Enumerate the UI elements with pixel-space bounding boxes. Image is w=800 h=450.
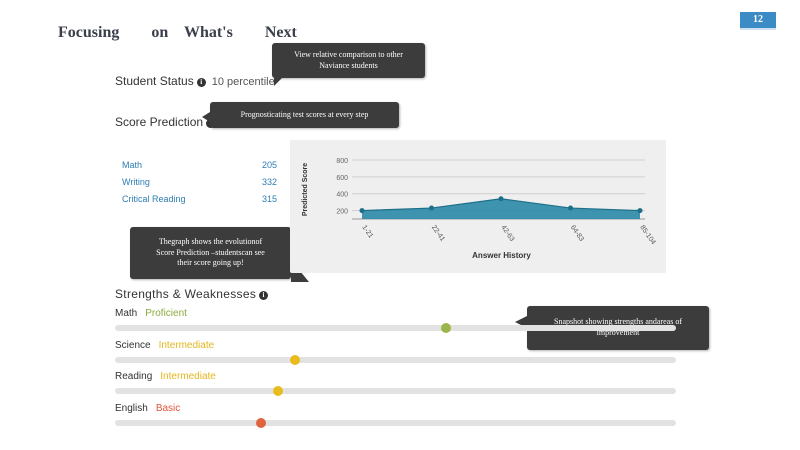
skill-subject: Science bbox=[115, 340, 151, 351]
skill-level: Intermediate bbox=[158, 340, 215, 351]
student-status-value: 10 percentile bbox=[211, 76, 275, 88]
subject-score: 315 bbox=[261, 194, 277, 204]
student-status: Student Status i 10 percentile bbox=[115, 74, 275, 88]
callout-graph-line: Thegraph shows the evolutionof bbox=[158, 236, 263, 246]
student-status-label: Student Status bbox=[115, 74, 194, 88]
strengths-weaknesses-label: Strengths & Weaknesses bbox=[115, 287, 257, 301]
subject-score: 332 bbox=[261, 177, 277, 187]
skill-subject: Math bbox=[115, 308, 138, 319]
callout-graph-line: their score going up! bbox=[177, 258, 244, 268]
skill-level-marker bbox=[440, 323, 451, 333]
x-tick-label: 42-63 bbox=[499, 224, 515, 243]
skill-level: Proficient bbox=[145, 308, 187, 319]
y-tick-label: 600 bbox=[336, 175, 348, 182]
callout-prognosticating: Prognosticating test scores at every ste… bbox=[210, 102, 399, 128]
x-tick-label: 64-83 bbox=[569, 224, 585, 243]
skill-level-marker bbox=[255, 418, 266, 428]
data-point bbox=[359, 208, 365, 214]
y-tick-label: 400 bbox=[336, 192, 348, 199]
callout-snapshot-line: improvement bbox=[596, 328, 640, 337]
data-point bbox=[498, 196, 504, 202]
skill-row-label: English Basic bbox=[115, 403, 180, 414]
callout-comparison-line: Naviance students bbox=[319, 60, 378, 70]
callout-graph: Thegraph shows the evolutionof Score Pre… bbox=[130, 227, 291, 279]
strengths-weaknesses-title: Strengths & Weaknesses i bbox=[115, 287, 269, 301]
score-prediction: Score Predictioni bbox=[115, 115, 216, 129]
subject-score: 205 bbox=[261, 160, 277, 170]
callout-comparison-line: View relative comparison to other bbox=[294, 49, 403, 59]
subject-score-list: Math 205 Writing 332 Critical Reading 31… bbox=[122, 157, 277, 208]
slide-title: Focusing on What's Next bbox=[58, 24, 297, 41]
subject-name: Critical Reading bbox=[122, 194, 186, 204]
callout-graph-line: Score Prediction –studentscan see bbox=[156, 247, 265, 257]
page-number: 12 bbox=[740, 12, 776, 28]
callout-tail bbox=[202, 112, 210, 122]
x-tick-label: 22-41 bbox=[430, 224, 446, 243]
callout-prognosticating-text: Prognosticating test scores at every ste… bbox=[240, 109, 369, 119]
y-tick-label: 200 bbox=[336, 209, 348, 216]
skill-level-marker bbox=[289, 355, 300, 365]
x-axis-label: Answer History bbox=[472, 251, 531, 260]
callout-snapshot-line: Snapshot showing strengths andareas of bbox=[554, 317, 682, 327]
skill-track bbox=[115, 386, 676, 396]
skill-track bbox=[115, 418, 676, 428]
y-axis-label: Predicted Score bbox=[302, 163, 309, 216]
x-tick-label: 85-104 bbox=[638, 224, 656, 246]
callout-tail bbox=[274, 78, 282, 86]
subject-name: Writing bbox=[122, 177, 150, 187]
skill-track bbox=[115, 355, 676, 365]
score-prediction-label: Score Prediction bbox=[115, 115, 204, 129]
callout-comparison: View relative comparison to other Navian… bbox=[272, 43, 425, 78]
y-tick-label: 800 bbox=[336, 158, 348, 165]
skill-row-label: Reading Intermediate bbox=[115, 371, 216, 382]
skill-row-label: Science Intermediate bbox=[115, 340, 214, 351]
list-item[interactable]: Writing 332 bbox=[122, 174, 277, 191]
subject-name: Math bbox=[122, 160, 143, 170]
skill-row-label: Math Proficient bbox=[115, 308, 187, 319]
x-tick-label: 1-21 bbox=[360, 224, 374, 240]
data-point bbox=[637, 208, 643, 214]
skill-subject: English bbox=[115, 403, 148, 414]
series-area bbox=[362, 198, 640, 219]
data-point bbox=[568, 205, 573, 211]
info-icon[interactable]: i bbox=[196, 78, 206, 87]
score-chart: 200 400 600 800 1-21 22-41 42-63 64-83 85-104 Pre… bbox=[302, 158, 657, 260]
data-point bbox=[429, 205, 434, 211]
info-icon[interactable]: i bbox=[259, 291, 269, 300]
score-chart-panel: 200 400 600 800 1-21 22-41 42-63 64-83 85-104 Pre… bbox=[290, 140, 666, 273]
skill-track bbox=[115, 323, 676, 333]
skill-level: Basic bbox=[155, 403, 181, 414]
list-item[interactable]: Critical Reading 315 bbox=[122, 191, 277, 208]
list-item[interactable]: Math 205 bbox=[122, 157, 277, 174]
skill-subject: Reading bbox=[115, 371, 153, 382]
skill-level: Intermediate bbox=[160, 371, 216, 382]
skill-level-marker bbox=[272, 386, 283, 396]
